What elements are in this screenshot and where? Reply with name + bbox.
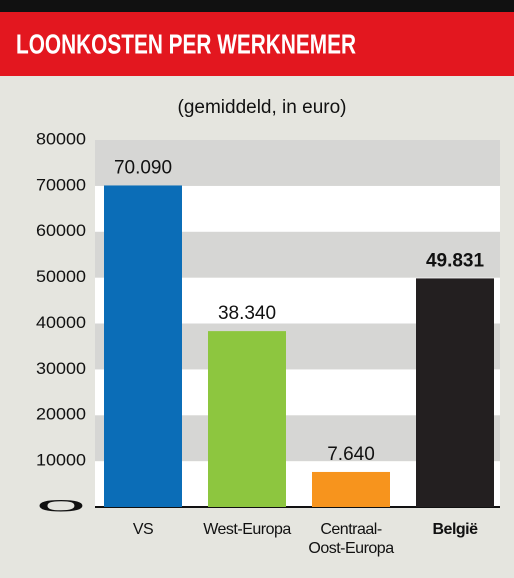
value-label: 49.831 <box>426 250 485 271</box>
y-tick-label: 50000 <box>36 267 86 286</box>
top-bar <box>0 0 514 12</box>
y-tick-label: 40000 <box>36 313 86 332</box>
bar <box>104 185 182 507</box>
title-band <box>0 12 514 76</box>
y-tick-label: 80000 <box>36 129 86 148</box>
y-tick-label: 60000 <box>36 221 86 240</box>
x-tick-label: West-Europa <box>203 521 291 538</box>
x-tick-label: België <box>432 521 478 538</box>
bar <box>208 331 286 507</box>
value-label: 70.090 <box>114 157 172 178</box>
grid-band <box>95 140 500 186</box>
x-tick-label: Centraal- Oost-Europa <box>308 521 394 557</box>
bar <box>312 471 390 507</box>
y-tick-label: 10000 <box>36 451 86 470</box>
chart-subtitle: (gemiddeld, in euro) <box>178 97 347 118</box>
x-tick-label: VS <box>132 521 154 538</box>
bar <box>416 278 494 507</box>
value-label: 7.640 <box>327 444 375 465</box>
y-tick-label: 70000 <box>36 175 86 194</box>
chart-title: LOONKOSTEN PER WERKNEMER <box>16 28 356 59</box>
value-label: 38.340 <box>218 303 276 324</box>
y-tick-label: 20000 <box>36 405 86 424</box>
y-tick-label: 30000 <box>36 359 86 378</box>
y-tick-label: 0 <box>36 496 86 515</box>
